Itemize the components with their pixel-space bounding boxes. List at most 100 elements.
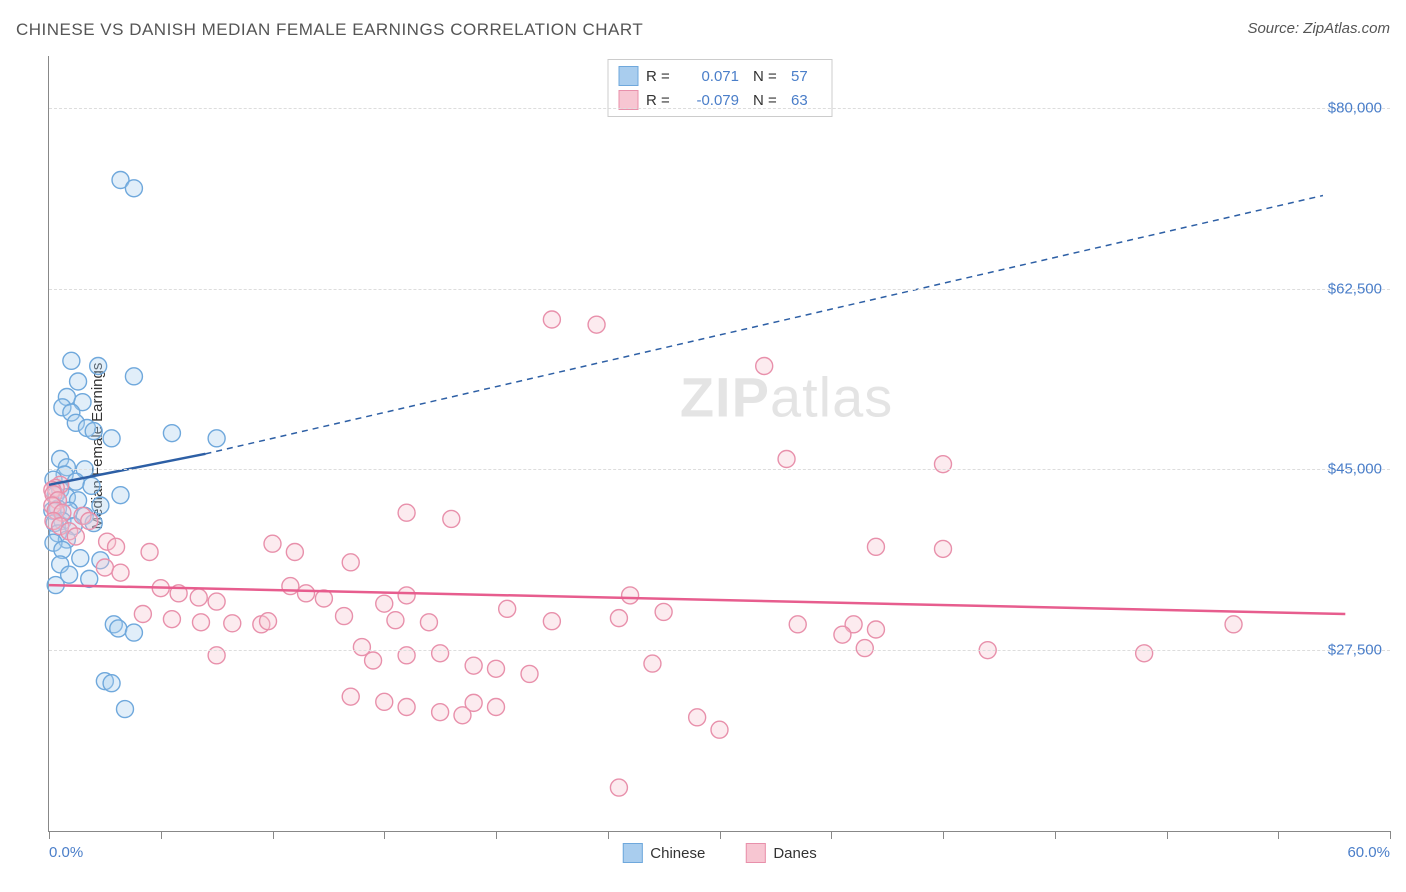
- data-point: [208, 593, 225, 610]
- data-point: [778, 451, 795, 468]
- data-point: [85, 423, 102, 440]
- data-point: [298, 585, 315, 602]
- data-point: [610, 779, 627, 796]
- data-point: [112, 564, 129, 581]
- data-point: [376, 693, 393, 710]
- data-point: [81, 513, 98, 530]
- legend-item-danes: Danes: [745, 843, 816, 863]
- data-point: [420, 614, 437, 631]
- scatter-svg: [49, 56, 1390, 831]
- data-point: [1225, 616, 1242, 633]
- x-tick: [161, 831, 162, 839]
- chart-header: CHINESE VS DANISH MEDIAN FEMALE EARNINGS…: [16, 20, 1390, 48]
- x-tick: [1278, 831, 1279, 839]
- data-point: [789, 616, 806, 633]
- data-point: [756, 358, 773, 375]
- x-tick: [831, 831, 832, 839]
- data-point: [655, 603, 672, 620]
- data-point: [499, 600, 516, 617]
- x-tick: [608, 831, 609, 839]
- x-tick: [384, 831, 385, 839]
- data-point: [543, 311, 560, 328]
- x-tick: [1055, 831, 1056, 839]
- swatch-chinese: [618, 66, 638, 86]
- data-point: [488, 699, 505, 716]
- swatch-danes-bottom: [745, 843, 765, 863]
- data-point: [336, 608, 353, 625]
- data-point: [224, 615, 241, 632]
- data-point: [432, 645, 449, 662]
- data-point: [163, 611, 180, 628]
- data-point: [141, 544, 158, 561]
- x-tick: [49, 831, 50, 839]
- data-point: [125, 624, 142, 641]
- data-point: [622, 587, 639, 604]
- y-tick-label: $80,000: [1328, 99, 1382, 116]
- data-point: [190, 589, 207, 606]
- data-point: [543, 613, 560, 630]
- data-point: [521, 665, 538, 682]
- chart-plot-area: ZIPatlas R = 0.071 N = 57 R = -0.079 N =…: [48, 56, 1390, 832]
- data-point: [387, 612, 404, 629]
- y-tick-label: $62,500: [1328, 280, 1382, 297]
- data-point: [398, 504, 415, 521]
- x-tick: [720, 831, 721, 839]
- trend-line: [49, 585, 1345, 614]
- data-point: [103, 675, 120, 692]
- swatch-chinese-bottom: [622, 843, 642, 863]
- chart-source: Source: ZipAtlas.com: [1247, 20, 1390, 37]
- legend-item-chinese: Chinese: [622, 843, 705, 863]
- data-point: [689, 709, 706, 726]
- data-point: [465, 657, 482, 674]
- data-point: [260, 613, 277, 630]
- x-axis-max: 60.0%: [1347, 844, 1390, 861]
- x-tick: [1167, 831, 1168, 839]
- gridline: [49, 469, 1390, 470]
- data-point: [711, 721, 728, 738]
- data-point: [376, 595, 393, 612]
- data-point: [90, 358, 107, 375]
- data-point: [398, 699, 415, 716]
- data-point: [834, 626, 851, 643]
- data-point: [432, 704, 449, 721]
- data-point: [610, 610, 627, 627]
- data-point: [342, 554, 359, 571]
- data-point: [112, 487, 129, 504]
- data-point: [867, 621, 884, 638]
- y-tick-label: $45,000: [1328, 461, 1382, 478]
- r-value-danes: -0.079: [684, 92, 739, 109]
- x-tick: [496, 831, 497, 839]
- series-legend: Chinese Danes: [622, 843, 816, 863]
- data-point: [488, 660, 505, 677]
- data-point: [70, 373, 87, 390]
- data-point: [108, 538, 125, 555]
- data-point: [398, 587, 415, 604]
- data-point: [67, 528, 84, 545]
- y-tick-label: $27,500: [1328, 642, 1382, 659]
- data-point: [110, 620, 127, 637]
- n-value-chinese: 57: [791, 68, 821, 85]
- data-point: [365, 652, 382, 669]
- data-point: [264, 535, 281, 552]
- r-value-chinese: 0.071: [684, 68, 739, 85]
- data-point: [125, 368, 142, 385]
- data-point: [588, 316, 605, 333]
- data-point: [63, 352, 80, 369]
- legend-row-chinese: R = 0.071 N = 57: [618, 64, 821, 88]
- gridline: [49, 650, 1390, 651]
- n-value-danes: 63: [791, 92, 821, 109]
- trend-line-extrapolated: [205, 196, 1323, 454]
- data-point: [856, 640, 873, 657]
- data-point: [644, 655, 661, 672]
- data-point: [134, 606, 151, 623]
- data-point: [92, 497, 109, 514]
- data-point: [286, 544, 303, 561]
- data-point: [163, 425, 180, 442]
- data-point: [342, 688, 359, 705]
- data-point: [465, 694, 482, 711]
- data-point: [443, 510, 460, 527]
- x-tick: [1390, 831, 1391, 839]
- x-tick: [273, 831, 274, 839]
- data-point: [83, 477, 100, 494]
- data-point: [192, 614, 209, 631]
